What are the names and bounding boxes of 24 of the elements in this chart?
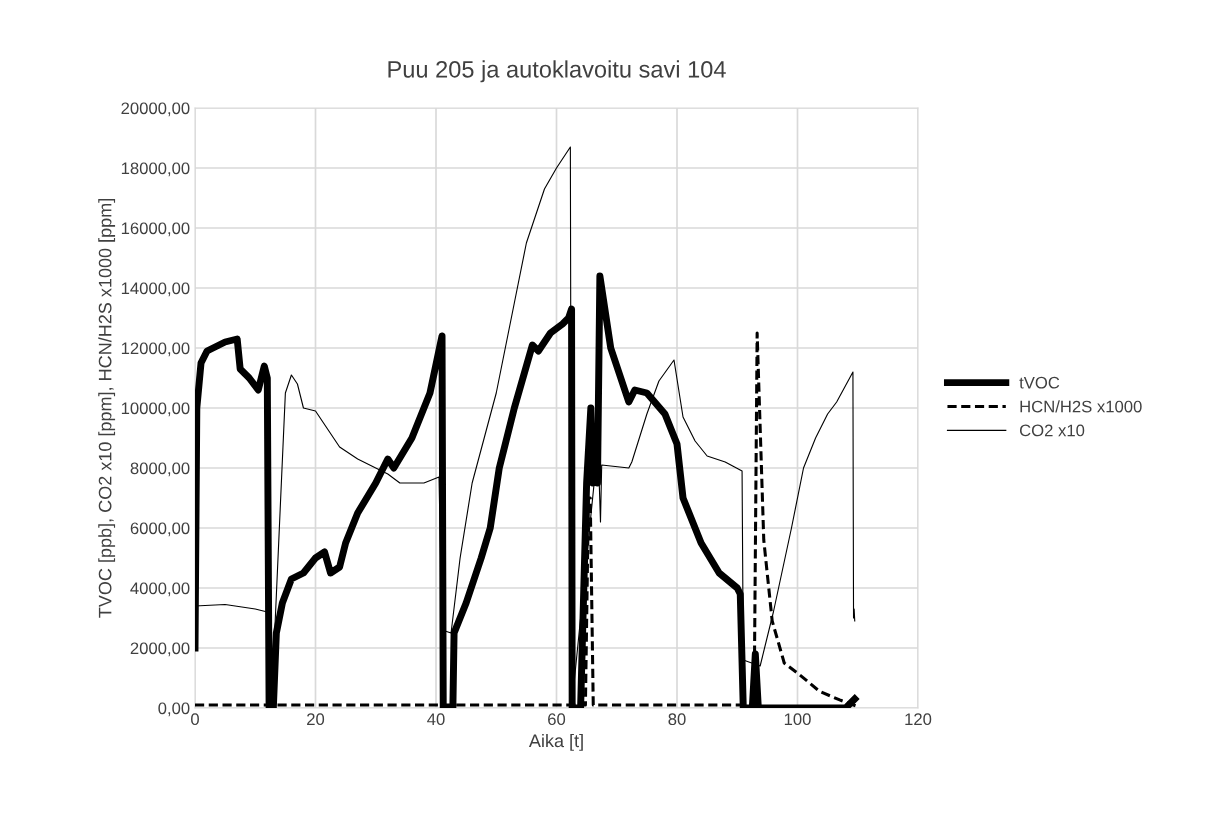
x-tick-label: 100 [784, 713, 811, 726]
legend-label: tVOC [1019, 376, 1060, 389]
y-tick-label: 20000,00 [121, 102, 190, 117]
y-tick-label: 0,00 [158, 702, 190, 717]
x-tick-label: 40 [427, 713, 445, 726]
y-tick-label: 2000,00 [130, 642, 190, 657]
legend-label: HCN/H2S x1000 [1020, 400, 1142, 413]
y-tick-label: 18000,00 [121, 162, 190, 177]
y-axis-title: TVOC [ppb], CO2 x10 [ppm], HCN/H2S x1000 [ppm] [98, 199, 116, 618]
y-tick-label: 8000,00 [130, 462, 190, 477]
legend-label: CO2 x10 [1019, 424, 1085, 437]
y-tick-label: 14000,00 [121, 282, 190, 297]
y-tick-label: 10000,00 [121, 402, 190, 417]
y-tick-label: 16000,00 [121, 222, 190, 237]
x-tick-label: 60 [548, 713, 566, 726]
x-tick-label: 0 [191, 713, 199, 726]
y-tick-label: 6000,00 [130, 522, 190, 537]
y-tick-label: 4000,00 [130, 582, 190, 597]
x-tick-label: 20 [307, 713, 325, 726]
x-tick-label: 120 [905, 713, 932, 726]
x-tick-label: 80 [668, 713, 686, 726]
chart-title: Puu 205 ja autoklavoitu savi 104 [388, 60, 726, 83]
x-axis-title: Aika [t] [528, 733, 583, 751]
y-tick-label: 12000,00 [121, 342, 190, 357]
